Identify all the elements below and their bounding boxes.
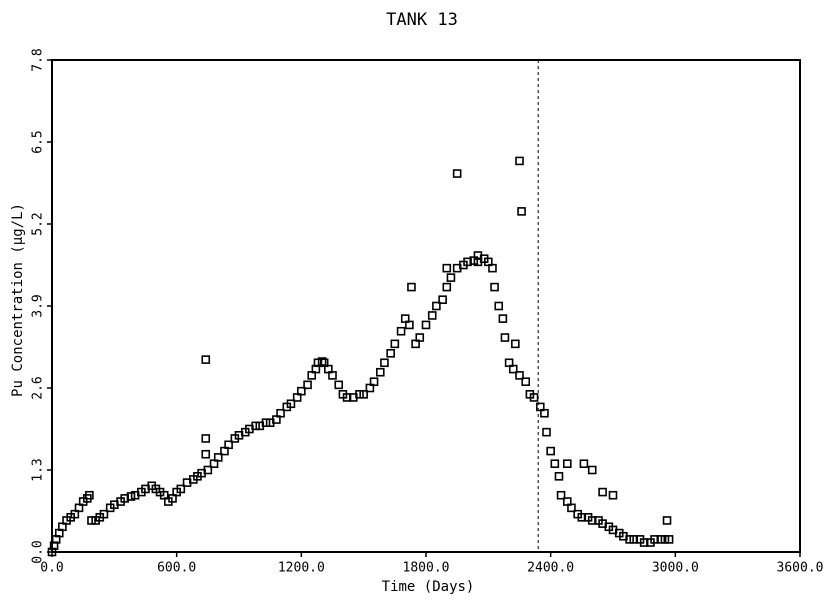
data-point (213, 453, 223, 462)
data-point (515, 371, 524, 380)
data-point (664, 535, 674, 544)
data-point (421, 320, 431, 330)
y-tick-label: 3.9 (31, 294, 46, 317)
data-point (500, 333, 510, 342)
y-tick-label: 5.2 (31, 212, 46, 235)
data-point (517, 207, 526, 216)
data-point (407, 282, 416, 292)
data-point (201, 355, 211, 364)
data-point (201, 434, 211, 443)
y-tick-label: 1.3 (31, 458, 46, 481)
x-axis-label: Time (Days) (382, 579, 475, 595)
data-point (562, 459, 572, 468)
data-point (473, 251, 483, 260)
data-point (303, 380, 312, 390)
data-point (85, 490, 94, 500)
y-tick-label: 7.8 (31, 48, 46, 71)
data-point (490, 282, 499, 292)
data-point (201, 449, 211, 459)
data-point (529, 393, 539, 402)
data-point (442, 263, 452, 273)
data-point (390, 339, 400, 349)
data-point (598, 487, 607, 497)
data-point (508, 364, 518, 374)
data-point (511, 339, 520, 349)
y-tick-label: 2.6 (31, 376, 46, 399)
data-point (498, 314, 508, 323)
data-point (380, 358, 389, 368)
data-point (224, 440, 233, 450)
data-point (286, 399, 296, 409)
data-point (540, 408, 549, 418)
data-point (375, 367, 385, 377)
data-point (579, 459, 589, 468)
x-tick-label: 1200.0 (278, 561, 325, 576)
data-point (359, 390, 368, 399)
data-point (99, 509, 109, 519)
data-point (438, 295, 447, 304)
x-tick-label: 0.0 (40, 561, 63, 576)
data-point (415, 333, 425, 342)
data-point (554, 472, 564, 481)
data-point (432, 301, 441, 311)
data-point (386, 349, 395, 358)
data-point (521, 377, 531, 386)
data-point (427, 311, 437, 320)
chart-title: TANK 13 (386, 10, 458, 30)
data-point (494, 301, 504, 311)
x-tick-label: 1800.0 (403, 561, 450, 576)
data-point (608, 490, 618, 500)
y-tick-label: 6.5 (31, 130, 46, 153)
data-point (546, 446, 555, 456)
y-axis-label: Pu Concentration (µg/L) (10, 203, 26, 397)
x-tick-label: 2400.0 (527, 561, 574, 576)
plot-frame (51, 59, 801, 553)
data-point (662, 516, 672, 525)
data-point (369, 377, 379, 386)
data-point (556, 490, 566, 500)
data-point (405, 320, 414, 330)
data-point (515, 156, 524, 166)
data-point (567, 503, 576, 513)
data-point (550, 459, 560, 468)
data-point (452, 169, 462, 178)
data-point (396, 326, 406, 336)
x-tick-label: 3600.0 (777, 561, 824, 576)
data-point (488, 263, 497, 273)
data-point (542, 427, 551, 437)
x-tick-label: 600.0 (157, 561, 196, 576)
y-tick-label: 0.0 (31, 540, 46, 563)
data-point (446, 273, 456, 282)
data-point (317, 357, 327, 366)
data-point (587, 465, 597, 475)
data-point (176, 484, 186, 494)
data-point (334, 380, 344, 390)
x-tick-label: 3000.0 (652, 561, 699, 576)
data-point (276, 408, 285, 418)
data-point (297, 386, 306, 396)
data-point (442, 282, 452, 292)
data-point (328, 371, 337, 380)
data-point (203, 465, 213, 475)
